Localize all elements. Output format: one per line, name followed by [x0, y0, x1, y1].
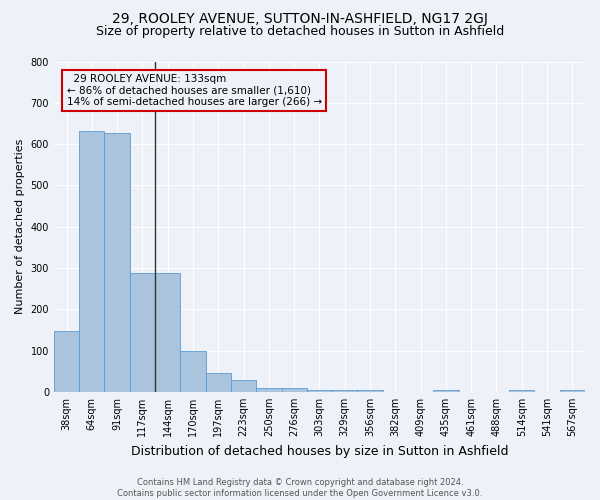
Bar — [332, 390, 358, 392]
Bar — [104, 134, 130, 392]
Y-axis label: Number of detached properties: Number of detached properties — [15, 139, 25, 314]
Text: 29, ROOLEY AVENUE, SUTTON-IN-ASHFIELD, NG17 2GJ: 29, ROOLEY AVENUE, SUTTON-IN-ASHFIELD, N… — [112, 12, 488, 26]
Text: Contains HM Land Registry data © Crown copyright and database right 2024.
Contai: Contains HM Land Registry data © Crown c… — [118, 478, 482, 498]
Bar — [509, 390, 535, 392]
Bar — [130, 274, 155, 392]
Bar — [433, 390, 458, 392]
Bar — [54, 331, 79, 392]
Bar — [206, 373, 231, 392]
Text: 29 ROOLEY AVENUE: 133sqm
← 86% of detached houses are smaller (1,610)
14% of sem: 29 ROOLEY AVENUE: 133sqm ← 86% of detach… — [67, 74, 322, 107]
Bar — [231, 380, 256, 392]
Bar — [79, 131, 104, 392]
Bar — [307, 390, 332, 392]
Bar — [181, 350, 206, 392]
Bar — [155, 274, 181, 392]
Text: Size of property relative to detached houses in Sutton in Ashfield: Size of property relative to detached ho… — [96, 25, 504, 38]
Bar — [560, 390, 585, 392]
Bar — [256, 388, 281, 392]
X-axis label: Distribution of detached houses by size in Sutton in Ashfield: Distribution of detached houses by size … — [131, 444, 508, 458]
Bar — [281, 388, 307, 392]
Bar — [358, 390, 383, 392]
